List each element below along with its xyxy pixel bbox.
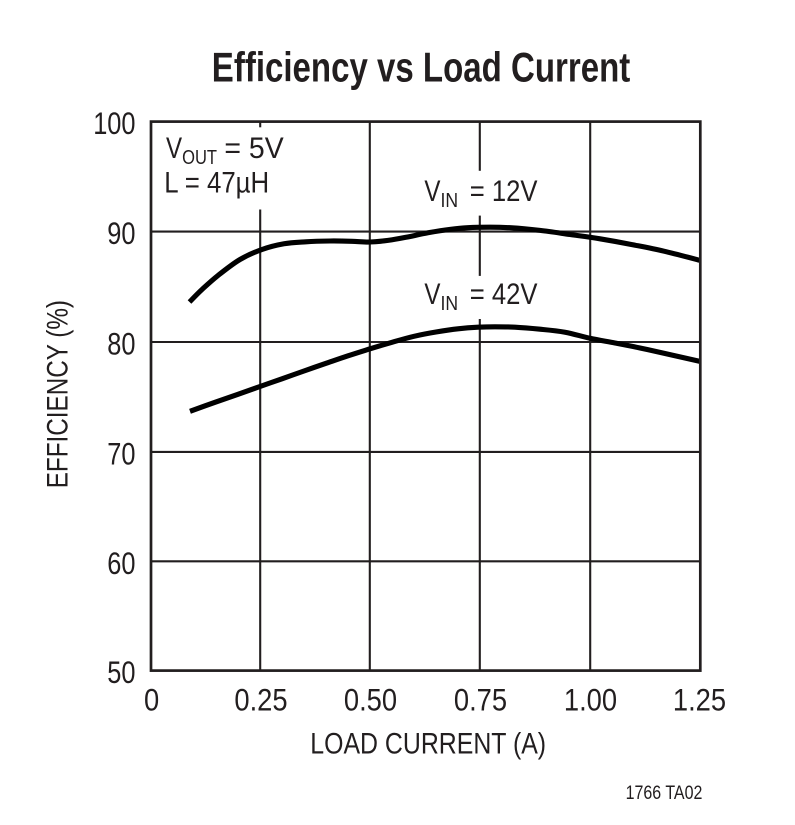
- svg-text:1766 TA02: 1766 TA02: [626, 783, 703, 804]
- svg-text:0.75: 0.75: [454, 681, 507, 717]
- svg-text:0.25: 0.25: [234, 681, 287, 717]
- svg-text:IN: IN: [441, 189, 459, 212]
- svg-text:IN: IN: [441, 292, 459, 315]
- svg-text:= 5V: = 5V: [224, 132, 283, 165]
- svg-text:V: V: [166, 132, 182, 165]
- svg-text:LOAD CURRENT (A): LOAD CURRENT (A): [310, 727, 546, 760]
- svg-text:90: 90: [107, 215, 135, 251]
- svg-text:1.25: 1.25: [673, 681, 726, 717]
- svg-text:Efficiency vs Load Current: Efficiency vs Load Current: [212, 44, 631, 91]
- svg-text:L = 47µH: L = 47µH: [164, 166, 269, 199]
- svg-text:50: 50: [107, 654, 135, 690]
- svg-text:V: V: [424, 175, 440, 208]
- svg-text:V: V: [424, 278, 440, 311]
- svg-text:1.00: 1.00: [564, 681, 617, 717]
- svg-text:70: 70: [107, 436, 135, 472]
- svg-text:0.50: 0.50: [344, 681, 397, 717]
- svg-text:= 42V: = 42V: [470, 278, 538, 311]
- svg-text:80: 80: [107, 326, 135, 362]
- svg-text:EFFICIENCY (%): EFFICIENCY (%): [42, 300, 75, 488]
- svg-text:OUT: OUT: [182, 146, 217, 169]
- svg-text:60: 60: [107, 545, 135, 581]
- svg-text:100: 100: [93, 105, 135, 141]
- svg-text:= 12V: = 12V: [470, 175, 538, 208]
- svg-text:0: 0: [144, 681, 159, 717]
